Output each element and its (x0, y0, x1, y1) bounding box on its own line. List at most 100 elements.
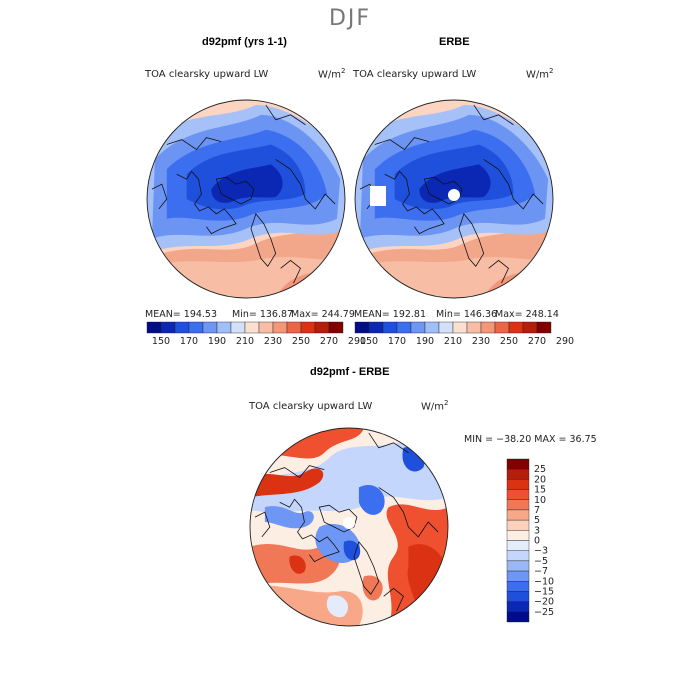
colorbar-swatch (506, 611, 530, 623)
diff-minmax: MIN = −38.20 MAX = 36.75 (464, 434, 597, 445)
colorbar-swatch (506, 601, 530, 613)
colorbar-swatch (202, 321, 218, 334)
colorbar-tick-label: 230 (264, 336, 282, 347)
colorbar-swatch (506, 519, 530, 531)
panel-title-model: d92pmf (yrs 1-1) (202, 36, 287, 48)
stat-mean: MEAN= 194.53 (145, 309, 218, 320)
colorbar-swatch (494, 321, 510, 334)
colorbar-swatch (522, 321, 538, 334)
colorbar-swatch (506, 499, 530, 511)
colorbar-swatch (258, 321, 274, 334)
colorbar-swatch (244, 321, 260, 334)
colorbar-swatch (506, 591, 530, 602)
colorbar-swatch (300, 321, 316, 334)
colorbar-swatch (368, 321, 384, 334)
stat-max: Max= 244.79 (291, 309, 355, 320)
panel-variable-label: TOA clearsky upward LW (353, 69, 477, 80)
colorbar-swatch (438, 321, 454, 334)
colorbar-tick-label: −15 (534, 586, 554, 597)
season-title: DJF (328, 6, 372, 31)
panel-title-diff: d92pmf - ERBE (310, 366, 390, 378)
colorbar-tick-label: 3 (534, 525, 540, 536)
colorbar-tick-label: −25 (534, 607, 554, 618)
panel-variable-label: TOA clearsky upward LW (249, 401, 373, 412)
colorbar-swatch (272, 321, 288, 334)
colorbar-swatch (506, 489, 530, 500)
colorbar-tick-label: 250 (500, 336, 518, 347)
colorbar-swatch (396, 321, 412, 334)
colorbar-swatch (410, 321, 426, 334)
stat-min: Min= 146.36 (436, 309, 498, 320)
colorbar-tick-label: 290 (348, 336, 366, 347)
colorbar-model: 150 170 190 210 230 250 270 290 (146, 321, 366, 347)
colorbar-tick-label: 250 (292, 336, 310, 347)
colorbar-tick-label: 170 (180, 336, 198, 347)
panel-units-label: W/m2 (526, 67, 554, 81)
colorbar-tick-label: −5 (534, 556, 548, 567)
panel-title-obs: ERBE (439, 36, 470, 48)
stat-mean: MEAN= 192.81 (354, 309, 427, 320)
colorbar-swatch (328, 321, 344, 334)
pole-hole (448, 189, 460, 201)
stat-min: Min= 136.87 (232, 309, 294, 320)
colorbar-tick-label: −3 (534, 546, 548, 557)
colorbar-swatch (506, 581, 530, 592)
colorbar-swatch (536, 321, 552, 334)
colorbar-swatch (354, 321, 370, 334)
colorbar-swatch (506, 479, 530, 490)
colorbar-tick-label: −7 (534, 566, 548, 577)
colorbar-swatch (506, 560, 530, 572)
colorbar-swatch (382, 321, 398, 334)
colorbar-swatch (506, 570, 530, 582)
colorbar-swatch (506, 509, 530, 521)
map-model (146, 99, 346, 299)
map-diff (249, 427, 449, 627)
colorbar-swatch (506, 458, 530, 470)
colorbar-swatch (424, 321, 440, 334)
colorbar-swatch (506, 530, 530, 541)
colorbar-tick-label: 230 (472, 336, 490, 347)
stat-max: Max= 248.14 (495, 309, 559, 320)
colorbar-tick-label: 10 (534, 495, 546, 506)
colorbar-swatch (506, 550, 530, 562)
colorbar-swatch (506, 540, 530, 551)
colorbar-tick-label: 25 (534, 464, 546, 475)
colorbar-tick-label: 150 (360, 336, 378, 347)
colorbar-swatch (286, 321, 302, 334)
colorbar-swatch (506, 468, 530, 480)
colorbar-tick-label: 170 (388, 336, 406, 347)
colorbar-swatch (216, 321, 232, 334)
pole-hole (343, 517, 355, 529)
colorbar-tick-label: 0 (534, 536, 540, 547)
panel-units-label: W/m2 (318, 67, 346, 81)
colorbar-tick-label: 210 (444, 336, 462, 347)
colorbar-tick-label: −10 (534, 576, 554, 587)
colorbar-tick-label: 270 (528, 336, 546, 347)
colorbar-tick-label: 20 (534, 474, 546, 485)
colorbar-swatch (230, 321, 246, 334)
panel-variable-label: TOA clearsky upward LW (145, 69, 269, 80)
colorbar-swatch (314, 321, 330, 334)
colorbar-tick-label: 150 (152, 336, 170, 347)
colorbar-tick-label: 190 (416, 336, 434, 347)
colorbar-swatch (452, 321, 468, 334)
colorbar-swatch (508, 321, 524, 334)
colorbar-swatch (146, 321, 162, 334)
colorbar-swatch (188, 321, 204, 334)
colorbar-tick-label: 290 (556, 336, 574, 347)
colorbar-obs: 150 170 190 210 230 250 270 290 (354, 321, 574, 347)
colorbar-swatch (160, 321, 176, 334)
colorbar-tick-label: 270 (320, 336, 338, 347)
map-obs (354, 99, 554, 299)
colorbar-tick-label: 5 (534, 515, 540, 526)
colorbar-swatch (466, 321, 482, 334)
colorbar-tick-label: 210 (236, 336, 254, 347)
colorbar-tick-label: 190 (208, 336, 226, 347)
colorbar-tick-label: 15 (534, 485, 546, 496)
colorbar-swatch (480, 321, 496, 334)
panel-units-label: W/m2 (421, 399, 449, 413)
colorbar-tick-label: 7 (534, 505, 540, 516)
colorbar-tick-label: −20 (534, 597, 554, 608)
